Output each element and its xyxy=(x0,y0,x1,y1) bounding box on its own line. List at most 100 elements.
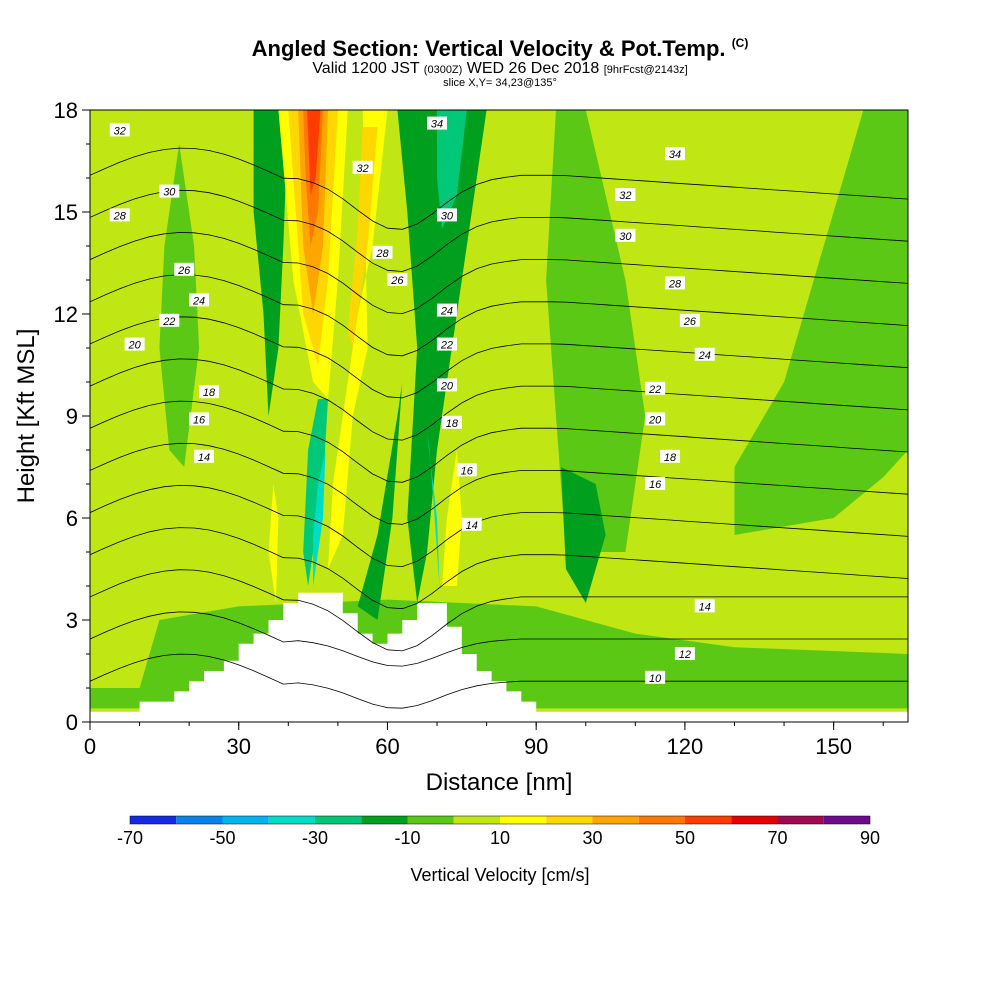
svg-text:26: 26 xyxy=(390,275,404,287)
svg-text:32: 32 xyxy=(114,125,126,137)
svg-text:22: 22 xyxy=(162,316,175,328)
svg-text:26: 26 xyxy=(683,316,697,328)
contour-label: 20 xyxy=(436,378,457,392)
x-tick-label: 120 xyxy=(667,734,704,759)
axes: 0 30 60 90 120 150 0 3 6 9 12 15 18 Distance [nm] Heig… xyxy=(13,98,909,796)
colorbar-frame xyxy=(129,815,871,825)
contour-label: 28 xyxy=(664,276,685,290)
contour-label: 14 xyxy=(694,599,715,613)
theta-contour-30 xyxy=(90,232,908,315)
chart-title: Angled Section: Vertical Velocity & Pot.… xyxy=(251,36,749,61)
velocity-region-11 xyxy=(313,450,326,586)
velocity-region-14 xyxy=(328,110,388,569)
terrain xyxy=(90,592,908,722)
colorbar-label: -30 xyxy=(302,828,328,848)
velocity-region-7 xyxy=(357,382,403,620)
y-tick-label: 9 xyxy=(66,404,78,429)
svg-text:10: 10 xyxy=(649,673,662,685)
velocity-region-4 xyxy=(546,110,646,552)
theta-contour-34 xyxy=(90,147,908,230)
svg-text:14: 14 xyxy=(198,452,210,464)
colorbar-label: -50 xyxy=(209,828,235,848)
contour-label: 34 xyxy=(664,147,685,161)
contour-label: 32 xyxy=(615,188,636,202)
theta-contour-18 xyxy=(90,484,908,568)
contour-label: 20 xyxy=(645,412,666,426)
colorbar-label: 70 xyxy=(767,828,787,848)
svg-text:34: 34 xyxy=(431,119,443,131)
svg-text:16: 16 xyxy=(461,465,474,477)
svg-text:20: 20 xyxy=(127,340,141,352)
contour-label: 10 xyxy=(645,670,666,685)
y-tick-label: 0 xyxy=(66,710,78,735)
svg-text:24: 24 xyxy=(192,295,205,307)
colorbar: -70 -50 -30 -10 10 30 50 70 90 Vertical Velocity … xyxy=(117,815,880,885)
contour-label: 20 xyxy=(124,337,145,352)
theta-contour-22 xyxy=(90,400,908,483)
chart-subtitle: Valid 1200 JST (0300Z) WED 26 Dec 2018 [… xyxy=(312,60,688,77)
theta-contour-26 xyxy=(90,316,908,399)
svg-text:28: 28 xyxy=(668,278,682,290)
theta-contour-32 xyxy=(90,189,908,272)
x-tick-label: 60 xyxy=(375,734,399,759)
contour-label: 18 xyxy=(660,449,681,464)
svg-text:20: 20 xyxy=(648,414,662,426)
colorbar-label: 30 xyxy=(582,828,602,848)
svg-text:16: 16 xyxy=(193,414,206,426)
plot-area xyxy=(90,110,908,722)
y-tick-label: 3 xyxy=(66,608,78,633)
contour-label: 18 xyxy=(441,415,462,430)
contour-label: 22 xyxy=(436,337,457,352)
contour-label: 14 xyxy=(461,517,482,532)
velocity-region-3 xyxy=(734,110,908,535)
x-axis-title: Distance [nm] xyxy=(426,769,573,796)
colorbar-swatch xyxy=(361,816,408,824)
contour-label: 24 xyxy=(694,347,715,362)
colorbar-swatch xyxy=(407,816,454,824)
svg-text:24: 24 xyxy=(440,306,453,318)
x-tick-label: 90 xyxy=(524,734,548,759)
contour-label: 22 xyxy=(159,313,180,328)
svg-text:28: 28 xyxy=(113,210,127,222)
contour-label: 28 xyxy=(109,208,130,222)
x-tick-label: 0 xyxy=(84,734,96,759)
colorbar-swatch xyxy=(176,816,223,824)
x-tick-label: 30 xyxy=(226,734,250,759)
colorbar-swatch xyxy=(315,816,362,824)
theta-contour-labels: 10 12 14 14 14 16 16 16 18 18 18 20 20 20 22 22 22 24 24 24… xyxy=(109,116,715,685)
contour-label: 26 xyxy=(679,313,700,328)
contour-label: 14 xyxy=(194,449,215,464)
colorbar-label: -10 xyxy=(394,828,420,848)
svg-text:26: 26 xyxy=(177,265,191,277)
contour-label: 30 xyxy=(615,228,636,243)
y-tick-label: 15 xyxy=(54,200,78,225)
y-tick-label: 18 xyxy=(54,98,78,123)
contour-label: 16 xyxy=(189,412,210,426)
colorbar-swatch xyxy=(731,816,778,824)
colorbar-swatch xyxy=(453,816,500,824)
chart-slice-info: slice X,Y= 34,23@135° xyxy=(443,77,557,89)
velocity-region-13 xyxy=(268,484,279,603)
contour-label: 28 xyxy=(372,245,393,260)
contour-label: 26 xyxy=(387,273,408,287)
colorbar-swatch xyxy=(222,816,269,824)
contour-label: 32 xyxy=(109,123,130,137)
theta-contours xyxy=(90,147,908,709)
svg-text:14: 14 xyxy=(699,601,711,613)
colorbar-swatch xyxy=(130,816,177,824)
theta-contour-16 xyxy=(90,527,908,610)
svg-text:18: 18 xyxy=(446,418,459,430)
svg-text:30: 30 xyxy=(163,187,176,199)
velocity-region-6 xyxy=(561,467,606,603)
colorbar-swatch xyxy=(685,816,732,824)
theta-contour-24 xyxy=(90,358,908,441)
svg-text:32: 32 xyxy=(357,163,369,175)
svg-text:30: 30 xyxy=(619,231,632,243)
theta-contour-20 xyxy=(90,442,908,525)
y-tick-label: 12 xyxy=(54,302,78,327)
colorbar-swatch xyxy=(823,816,870,824)
colorbar-swatch xyxy=(268,816,315,824)
colorbar-swatch xyxy=(592,816,639,824)
colorbar-swatch xyxy=(777,816,824,824)
